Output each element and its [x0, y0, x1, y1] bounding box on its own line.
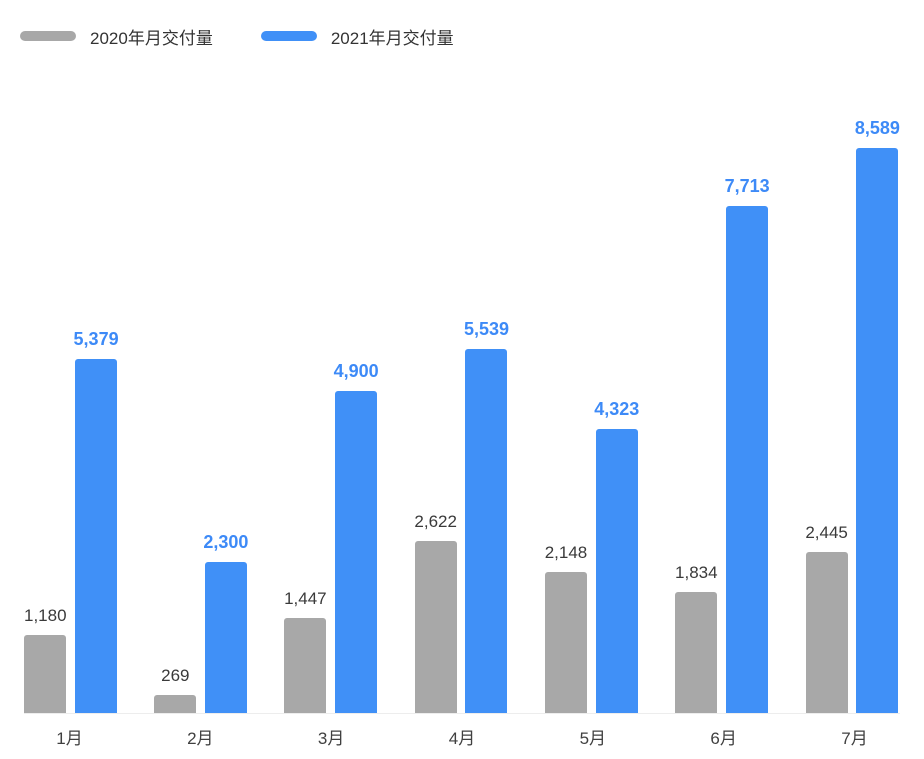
bar-2020-4月 [414, 541, 457, 713]
value-label-2021-3月: 4,900 [333, 361, 379, 381]
x-axis-label-3月: 3月 [317, 729, 345, 748]
bar-group-6月: 1,834 7,713 [675, 176, 770, 713]
bar-group-7月: 2,445 8,589 [805, 118, 900, 713]
bar-group-1月: 1,180 5,379 [24, 329, 119, 713]
bar-group-3月: 1,447 4,900 [284, 361, 379, 713]
bar-2021-7月 [856, 148, 899, 713]
value-label-2021-5月: 4,323 [594, 399, 640, 419]
value-label-2021-6月: 7,713 [724, 176, 770, 196]
value-label-2021-4月: 5,539 [463, 319, 509, 339]
bar-group-2月: 269 2,300 [154, 532, 248, 713]
bar-column-2021-5月: 4,323 [594, 399, 639, 713]
x-axis: 1月 2月 3月 4月 5月 6月 7月 [24, 714, 900, 749]
bar-2020-2月 [154, 695, 197, 713]
legend-item-2021: 2021年月交付量 [260, 24, 454, 49]
bar-column-2020-6月: 1,834 [675, 563, 718, 713]
bar-2020-5月 [544, 572, 587, 713]
bar-column-2021-1月: 5,379 [74, 329, 119, 713]
bar-column-2020-1月: 1,180 [24, 606, 67, 713]
legend-label-2021: 2021年月交付量 [330, 28, 454, 48]
bar-2021-2月 [204, 562, 247, 713]
legend: 2020年月交付量 2021年月交付量 [0, 0, 924, 49]
value-label-2020-4月: 2,622 [414, 512, 457, 531]
bar-column-2020-5月: 2,148 [544, 543, 588, 713]
bar-column-2021-4月: 5,539 [464, 319, 509, 713]
bar-2020-7月 [805, 552, 848, 713]
bar-2021-6月 [726, 206, 769, 713]
value-label-2020-1月: 1,180 [24, 606, 67, 625]
x-axis-label-1月: 1月 [56, 729, 83, 748]
value-label-2021-7月: 8,589 [854, 118, 900, 138]
bar-column-2021-7月: 8,589 [855, 118, 900, 713]
bar-2021-4月 [465, 349, 508, 713]
legend-item-2020: 2020年月交付量 [20, 24, 213, 49]
bar-column-2021-2月: 2,300 [203, 532, 248, 713]
bar-group-4月: 2,622 5,539 [414, 319, 509, 713]
bar-column-2021-3月: 4,900 [334, 361, 379, 713]
value-label-2021-2月: 2,300 [203, 532, 249, 552]
value-label-2020-6月: 1,834 [675, 563, 718, 582]
legend-swatch-2020 [20, 31, 76, 41]
value-label-2020-2月: 269 [161, 666, 190, 685]
bar-2020-6月 [675, 592, 718, 713]
value-label-2021-1月: 5,379 [73, 329, 119, 349]
bar-2021-3月 [335, 391, 378, 713]
value-label-2020-5月: 2,148 [544, 543, 588, 562]
bar-2020-1月 [24, 635, 67, 713]
bar-2021-5月 [595, 429, 638, 713]
bar-column-2020-4月: 2,622 [414, 512, 457, 713]
bar-column-2021-6月: 7,713 [725, 176, 770, 713]
bar-2021-1月 [75, 359, 118, 713]
bar-column-2020-3月: 1,447 [284, 589, 327, 713]
value-label-2020-7月: 2,445 [805, 523, 848, 542]
x-axis-label-2月: 2月 [187, 729, 214, 748]
bar-group-5月: 2,148 4,323 [544, 399, 639, 713]
x-axis-label-5月: 5月 [579, 729, 607, 748]
x-axis-label-7月: 7月 [841, 729, 868, 748]
value-label-2020-3月: 1,447 [284, 589, 327, 608]
bar-2020-3月 [284, 618, 327, 713]
x-axis-label-4月: 4月 [448, 729, 476, 748]
x-axis-label-6月: 6月 [710, 729, 737, 748]
bar-chart-plot: 1,180 5,379 269 2,300 1,447 4,900 2,622 5,539 2,… [24, 118, 900, 714]
legend-label-2020: 2020年月交付量 [90, 28, 213, 48]
bar-column-2020-7月: 2,445 [805, 523, 848, 713]
legend-swatch-2021 [260, 31, 317, 41]
bar-column-2020-2月: 269 [154, 666, 197, 713]
